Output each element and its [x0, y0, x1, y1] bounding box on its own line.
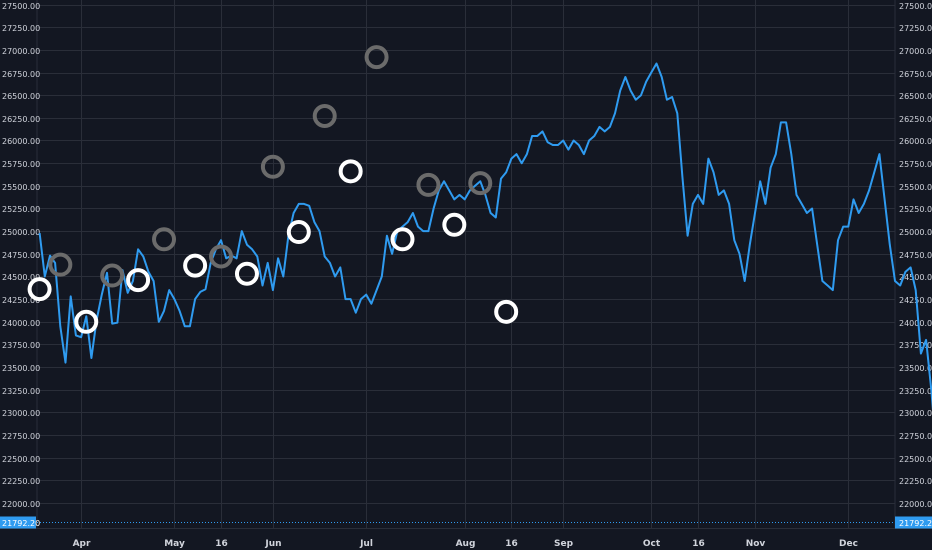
y-tick-label-left: 22000.00: [2, 500, 40, 509]
right-price-axis[interactable]: 27500.00 27250.00 27000.00 26750.00 26500.00…: [899, 2, 932, 509]
y-tick-label-right: 23750.00: [899, 341, 932, 350]
y-tick-label-left: 22750.00: [2, 432, 40, 441]
marker-circle-gray: [312, 104, 337, 129]
y-tick-label-right: 25750.00: [899, 160, 932, 169]
y-tick-label-left: 24250.00: [2, 296, 40, 305]
y-tick-label-right: 24000.00: [899, 319, 932, 328]
y-tick-label-left: 24750.00: [2, 251, 40, 260]
y-tick-label-left: 25000.00: [2, 228, 40, 237]
y-tick-label-right: 27500.00: [899, 2, 932, 11]
y-tick-label-left: 27500.00: [2, 2, 40, 11]
y-tick-label-right: 25250.00: [899, 205, 932, 214]
y-tick-label-right: 23000.00: [899, 409, 932, 418]
marker-circle-white: [494, 299, 519, 324]
last-price-tag-right: [895, 516, 932, 529]
y-tick-label-right: 27000.00: [899, 47, 932, 56]
x-tick-label: Apr: [73, 539, 91, 549]
marker-circle-white: [27, 277, 52, 302]
y-tick-label-right: 27250.00: [899, 24, 932, 33]
y-tick-label-left: 25500.00: [2, 183, 40, 192]
y-tick-label-left: 26750.00: [2, 70, 40, 79]
y-tick-label-right: 24500.00: [899, 273, 932, 282]
y-tick-label-left: 23250.00: [2, 387, 40, 396]
x-tick-label: Jul: [359, 539, 373, 549]
y-tick-label-left: 24500.00: [2, 273, 40, 282]
y-tick-label-right: 25000.00: [899, 228, 932, 237]
y-tick-label-right: 26000.00: [899, 137, 932, 146]
y-tick-label-left: 26250.00: [2, 115, 40, 124]
x-tick-label: Aug: [456, 539, 476, 549]
marker-circle-gray: [260, 154, 285, 179]
last-price-tag-left: [0, 516, 36, 529]
marker-circle-gray: [152, 227, 177, 252]
y-tick-label-left: 22250.00: [2, 477, 40, 486]
x-tick-label: 16: [505, 539, 518, 549]
y-tick-label-left: 25750.00: [2, 160, 40, 169]
y-tick-label-left: 23000.00: [2, 409, 40, 418]
marker-circle-white: [442, 212, 467, 237]
y-tick-label-left: 26000.00: [2, 137, 40, 146]
markers-group: [27, 45, 519, 334]
y-tick-label-left: 23750.00: [2, 341, 40, 350]
y-tick-label-left: 26500.00: [2, 92, 40, 101]
y-tick-label-right: 24750.00: [899, 251, 932, 260]
y-tick-label-left: 22500.00: [2, 455, 40, 464]
x-tick-label: Sep: [554, 539, 574, 549]
y-tick-label-right: 22000.00: [899, 500, 932, 509]
y-tick-label-left: 24000.00: [2, 319, 40, 328]
x-tick-label: Nov: [746, 539, 766, 549]
marker-circle-gray: [48, 252, 73, 277]
marker-circle-gray: [209, 244, 234, 269]
y-tick-label-right: 26250.00: [899, 115, 932, 124]
marker-circle-white: [286, 220, 311, 245]
x-tick-label: 16: [692, 539, 705, 549]
marker-circle-white: [74, 309, 99, 334]
x-tick-label: Dec: [839, 539, 858, 549]
y-tick-label-left: 25250.00: [2, 205, 40, 214]
y-tick-label-left: 27250.00: [2, 24, 40, 33]
marker-circle-white: [234, 261, 259, 286]
left-price-axis[interactable]: 27500.00 27250.00 27000.00 26750.00 26500.00…: [2, 2, 40, 509]
y-tick-label-right: 22250.00: [899, 477, 932, 486]
marker-circle-gray: [416, 172, 441, 197]
y-tick-label-right: 23250.00: [899, 387, 932, 396]
last-price-label-left: 21792.20: [2, 519, 40, 528]
price-tags: 21792.20 21792.20: [0, 516, 932, 529]
x-tick-label: Oct: [643, 539, 661, 549]
marker-circle-white: [126, 268, 151, 293]
marker-circle-gray: [100, 263, 125, 288]
y-tick-label-right: 22500.00: [899, 455, 932, 464]
x-tick-label: 16: [215, 539, 228, 549]
y-tick-label-left: 27000.00: [2, 47, 40, 56]
y-tick-label-right: 25500.00: [899, 183, 932, 192]
y-tick-label-right: 23500.00: [899, 364, 932, 373]
time-axis[interactable]: Apr May 16 Jun Jul Aug 16 Sep Oct 16 Nov Dec: [73, 539, 858, 549]
marker-circle-gray: [468, 171, 493, 196]
marker-circle-gray: [364, 45, 389, 70]
chart-grid: [0, 0, 932, 529]
y-tick-label-left: 23500.00: [2, 364, 40, 373]
marker-circle-white: [390, 227, 415, 252]
last-price-label-right: 21792.20: [899, 519, 932, 528]
x-tick-label: May: [164, 539, 185, 549]
price-series-line: [38, 62, 932, 411]
x-tick-label: Jun: [264, 539, 281, 549]
y-tick-label-right: 22750.00: [899, 432, 932, 441]
y-tick-label-right: 26500.00: [899, 92, 932, 101]
y-tick-label-right: 26750.00: [899, 70, 932, 79]
marker-circle-white: [183, 253, 208, 278]
marker-circle-white: [338, 159, 363, 184]
y-tick-label-right: 24250.00: [899, 296, 932, 305]
series-group: [37, 62, 932, 523]
